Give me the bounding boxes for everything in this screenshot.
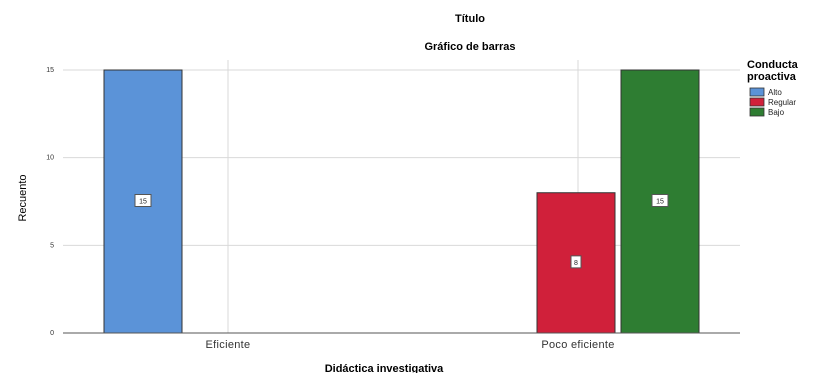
data-label-box-2-1: [651, 194, 669, 207]
y-axis-ticks: 0 5 10 15: [46, 67, 54, 337]
chart-subtitle: Gráfico de barras: [424, 41, 515, 53]
y-tick-label-15: 15: [46, 67, 54, 74]
y-tick-label-10: 10: [46, 155, 54, 162]
x-axis-categories: Eficiente Poco eficiente: [206, 339, 615, 351]
data-labels: 15 8 15: [134, 194, 669, 269]
legend-title-line1: Conducta: [747, 59, 799, 71]
data-label-box-0-0: [134, 194, 152, 207]
x-tick-label-0: Eficiente: [206, 339, 251, 351]
y-tick-label-0: 0: [50, 330, 54, 337]
legend-label-alto: Alto: [768, 88, 782, 97]
x-axis-label: Didáctica investigativa: [325, 363, 444, 373]
x-tick-label-1: Poco eficiente: [541, 339, 614, 351]
legend-label-bajo: Bajo: [768, 108, 785, 117]
data-label-2-1: 15: [656, 199, 664, 206]
legend-swatch-bajo: [749, 107, 765, 117]
y-axis-label: Recuento: [17, 174, 29, 221]
legend-label-regular: Regular: [768, 98, 796, 107]
legend-swatch-alto: [749, 87, 765, 97]
data-label-box-1-1: [570, 255, 582, 269]
legend-title-line2: proactiva: [747, 71, 797, 83]
legend-swatch-regular: [749, 97, 765, 107]
chart-title: Título: [455, 13, 485, 25]
data-label-0-0: 15: [139, 199, 147, 206]
y-tick-label-5: 5: [50, 242, 54, 249]
data-label-1-1: 8: [574, 260, 578, 267]
